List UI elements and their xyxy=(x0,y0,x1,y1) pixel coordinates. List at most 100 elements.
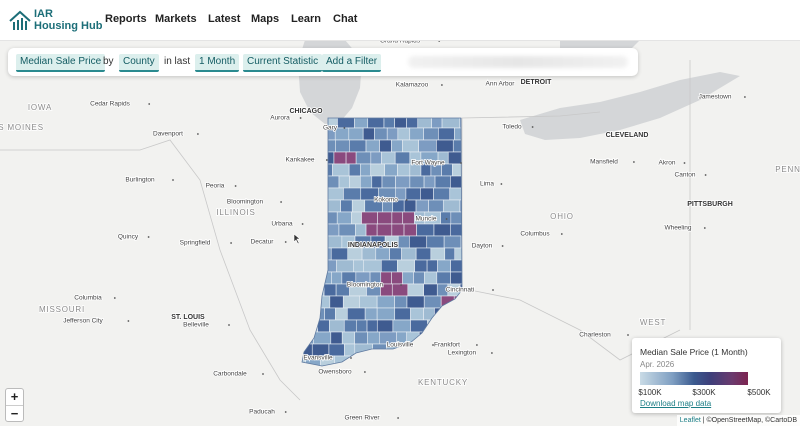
county[interactable] xyxy=(381,175,396,189)
county[interactable] xyxy=(434,307,445,321)
county[interactable] xyxy=(372,343,387,357)
county[interactable] xyxy=(300,235,315,249)
county[interactable] xyxy=(380,259,398,273)
county[interactable] xyxy=(324,307,336,321)
county[interactable] xyxy=(459,199,473,213)
county[interactable] xyxy=(391,223,405,237)
county[interactable] xyxy=(394,307,411,321)
period-select[interactable]: 1 Month xyxy=(195,54,240,72)
county[interactable] xyxy=(436,271,451,285)
county[interactable] xyxy=(397,127,411,141)
county[interactable] xyxy=(359,295,378,309)
county[interactable] xyxy=(449,223,462,237)
county[interactable] xyxy=(409,127,424,141)
county[interactable] xyxy=(331,271,343,285)
zoom-out[interactable]: − xyxy=(10,406,19,421)
county[interactable] xyxy=(370,151,382,165)
county[interactable] xyxy=(409,235,428,249)
county[interactable] xyxy=(324,211,338,225)
county[interactable] xyxy=(344,343,356,357)
county[interactable] xyxy=(461,307,471,321)
county[interactable] xyxy=(338,223,356,237)
county[interactable] xyxy=(424,271,438,285)
county[interactable] xyxy=(375,247,390,261)
county[interactable] xyxy=(335,307,348,321)
county[interactable] xyxy=(343,187,362,201)
county[interactable] xyxy=(376,295,395,309)
county[interactable] xyxy=(355,223,367,237)
county[interactable] xyxy=(463,356,480,368)
county[interactable] xyxy=(391,271,403,285)
county[interactable] xyxy=(407,283,424,297)
county[interactable] xyxy=(308,259,322,273)
nav-item[interactable]: Reports xyxy=(105,13,147,25)
county[interactable] xyxy=(329,319,345,333)
county[interactable] xyxy=(354,343,374,357)
county[interactable] xyxy=(367,331,380,345)
county[interactable] xyxy=(420,187,434,201)
county[interactable] xyxy=(297,116,312,129)
county[interactable] xyxy=(423,307,435,321)
county[interactable] xyxy=(380,355,393,368)
county[interactable] xyxy=(349,175,361,189)
county[interactable] xyxy=(416,223,435,237)
county[interactable] xyxy=(418,139,437,153)
county[interactable] xyxy=(307,139,324,153)
logo[interactable]: IAR Housing Hub xyxy=(8,8,102,34)
county[interactable] xyxy=(402,139,419,153)
county[interactable] xyxy=(341,331,355,345)
county[interactable] xyxy=(327,187,344,201)
county[interactable] xyxy=(444,307,462,321)
county[interactable] xyxy=(450,175,467,189)
county[interactable] xyxy=(308,223,327,237)
nav-item[interactable]: Learn xyxy=(291,13,321,25)
county[interactable] xyxy=(330,247,349,261)
county[interactable] xyxy=(364,307,378,321)
county[interactable] xyxy=(335,139,350,153)
county[interactable] xyxy=(348,127,364,141)
county[interactable] xyxy=(299,211,315,225)
county[interactable] xyxy=(359,175,373,189)
county[interactable] xyxy=(377,211,393,225)
county[interactable] xyxy=(361,211,378,225)
county[interactable] xyxy=(362,127,375,141)
county[interactable] xyxy=(374,127,388,141)
metric-select[interactable]: Median Sale Price xyxy=(16,54,106,72)
county[interactable] xyxy=(295,163,313,177)
county[interactable] xyxy=(397,259,415,273)
county[interactable] xyxy=(308,127,325,141)
county[interactable] xyxy=(314,235,328,249)
county[interactable] xyxy=(454,127,465,141)
county[interactable] xyxy=(397,163,411,177)
county[interactable] xyxy=(355,151,372,165)
county[interactable] xyxy=(446,355,463,368)
county[interactable] xyxy=(333,151,347,165)
county[interactable] xyxy=(295,319,308,333)
county[interactable] xyxy=(354,331,368,345)
county[interactable] xyxy=(402,271,414,285)
county[interactable] xyxy=(349,355,368,368)
county[interactable] xyxy=(466,128,480,140)
county[interactable] xyxy=(322,139,336,153)
county[interactable] xyxy=(381,151,396,165)
county[interactable] xyxy=(464,332,481,344)
county[interactable] xyxy=(402,211,415,225)
county[interactable] xyxy=(464,152,479,164)
county[interactable] xyxy=(366,319,378,333)
county[interactable] xyxy=(410,319,428,333)
county[interactable] xyxy=(415,199,429,213)
county[interactable] xyxy=(440,295,455,309)
county[interactable] xyxy=(401,247,417,261)
add-filter-button[interactable]: Add a Filter xyxy=(322,54,382,72)
county[interactable] xyxy=(322,163,333,177)
county[interactable] xyxy=(405,187,421,201)
county[interactable] xyxy=(412,343,425,357)
county[interactable] xyxy=(342,295,360,309)
county[interactable] xyxy=(311,163,323,177)
zoom-in[interactable]: + xyxy=(6,389,23,406)
county[interactable] xyxy=(434,175,451,189)
nav-item[interactable]: Maps xyxy=(251,13,280,25)
county[interactable] xyxy=(295,127,309,141)
county[interactable] xyxy=(360,163,372,177)
county[interactable] xyxy=(327,235,343,249)
